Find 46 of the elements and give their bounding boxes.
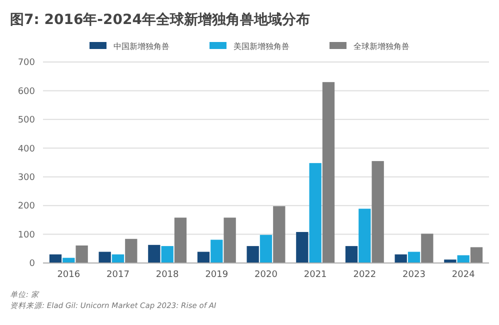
bar — [76, 245, 88, 263]
x-tick-label: 2019 — [205, 270, 228, 280]
bar — [322, 82, 335, 263]
bar — [260, 234, 272, 263]
y-tick-label: 200 — [18, 202, 36, 212]
bar — [408, 252, 420, 263]
y-tick-label: 300 — [18, 173, 36, 184]
chart-title: 图7: 2016年-2024年全球新增独角兽地域分布 — [10, 11, 310, 28]
bar — [125, 238, 138, 263]
x-tick-label: 2024 — [452, 270, 476, 280]
bar — [345, 246, 358, 263]
x-tick-label: 2020 — [254, 270, 278, 280]
bar — [273, 206, 286, 263]
y-tick-label: 600 — [18, 86, 36, 97]
bar — [148, 244, 160, 263]
bar — [457, 255, 470, 263]
bar — [309, 163, 322, 263]
x-tick-label: 2016 — [57, 270, 80, 280]
bar — [421, 234, 434, 263]
bar — [112, 254, 124, 263]
bar — [98, 252, 111, 263]
bar — [358, 208, 371, 263]
legend-label: 中国新增独角兽 — [114, 42, 170, 51]
x-tick-label: 2023 — [402, 270, 426, 280]
bar — [394, 254, 407, 263]
bar — [197, 252, 210, 263]
bar — [174, 218, 187, 263]
x-tick-label: 2017 — [106, 270, 130, 280]
bar — [210, 240, 223, 263]
bar — [49, 254, 62, 263]
legend-label: 美国新增独角兽 — [234, 42, 290, 51]
bar — [246, 246, 259, 263]
y-tick-label: 100 — [18, 230, 36, 240]
y-tick-label: 0 — [29, 259, 36, 270]
legend-label: 全球新增独角兽 — [354, 42, 410, 51]
bar — [470, 247, 483, 263]
x-tick-label: 2018 — [156, 270, 180, 280]
y-tick-label: 700 — [18, 58, 36, 68]
bar — [296, 232, 308, 263]
bar — [224, 218, 236, 263]
bar — [161, 246, 174, 263]
y-tick-label: 400 — [18, 144, 36, 154]
y-tick-label: 500 — [18, 116, 36, 126]
x-tick-label: 2022 — [353, 270, 376, 280]
bar — [372, 161, 384, 263]
x-tick-label: 2021 — [304, 270, 327, 280]
